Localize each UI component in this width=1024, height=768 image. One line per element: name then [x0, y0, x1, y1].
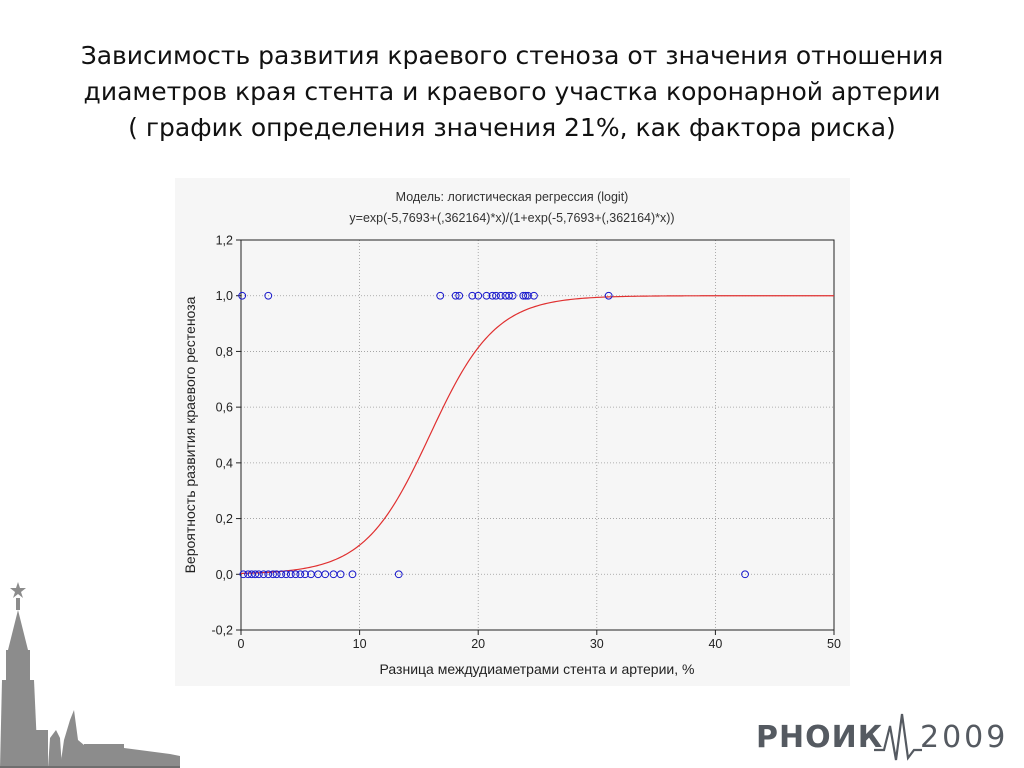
chart-title: Модель: логистическая регрессия (logit): [396, 190, 629, 204]
data-point: [530, 291, 538, 300]
x-tick-label: 0: [238, 637, 245, 651]
rnoik-logo: РНОИК 2009: [752, 706, 1012, 766]
data-point: [604, 291, 613, 300]
logo-year: 2009: [920, 720, 1009, 755]
y-tick-label: 0,2: [216, 512, 233, 526]
data-point: [436, 291, 445, 300]
data-point: [451, 291, 460, 300]
logit-curve-group: [240, 295, 834, 575]
axis-ticks: 0 10 20 30 40 50 -0,2 0,0 0,2 0,4 0,6 0,8 1,0 1,2: [211, 234, 841, 652]
logistic-regression-chart: Модель: логистическая регрессия (logit) …: [182, 190, 841, 677]
data-point: [455, 291, 464, 300]
x-tick-label: 30: [590, 637, 604, 651]
chart-formula: y=exp(-5,7693+(,362164)*x)/(1+exp(-5,769…: [349, 211, 674, 225]
data-point: [272, 570, 281, 579]
data-point: [521, 291, 530, 300]
data-point: [482, 291, 491, 300]
x-tick-label: 20: [471, 637, 485, 651]
y-tick-label: 0,6: [216, 401, 233, 415]
y-tick-label: 0,0: [216, 568, 233, 582]
slide-title: Зависимость развития краевого стеноза от…: [40, 38, 984, 146]
pulse-icon: [874, 713, 922, 761]
title-line-3: ( график определения значения 21%, как ф…: [128, 113, 896, 142]
data-point: [251, 570, 260, 579]
kremlin-tower-decoration: [0, 582, 180, 768]
logit-curve: [240, 295, 834, 575]
data-point: [296, 570, 305, 579]
x-tick-label: 50: [827, 637, 841, 651]
data-point: [524, 291, 532, 300]
data-point: [291, 570, 300, 579]
data-point: [488, 291, 497, 300]
grid: [241, 240, 834, 630]
data-point: [321, 570, 330, 579]
title-line-1: Зависимость развития краевого стеноза от…: [80, 41, 944, 70]
data-points: [238, 291, 749, 579]
y-tick-label: 1,2: [216, 234, 233, 248]
data-point: [277, 570, 286, 579]
data-point: [505, 291, 513, 300]
data-point: [282, 570, 290, 579]
data-point: [239, 570, 248, 579]
data-point: [314, 570, 322, 579]
data-point: [301, 570, 309, 579]
x-axis-label: Разница междудиаметрами стента и артерии…: [380, 661, 695, 677]
data-point: [508, 291, 517, 300]
data-point: [474, 291, 483, 300]
logo-name: РНОИК: [756, 720, 884, 755]
x-tick-label: 10: [353, 637, 367, 651]
data-point: [254, 570, 263, 579]
data-point: [519, 291, 528, 300]
y-tick-label: -0,2: [211, 624, 233, 638]
data-point: [394, 570, 403, 579]
y-tick-label: 0,8: [216, 345, 233, 359]
data-point: [264, 291, 273, 300]
data-point: [336, 570, 345, 579]
data-point: [259, 570, 268, 579]
data-point: [238, 291, 247, 300]
data-point: [741, 570, 749, 579]
data-point: [496, 291, 505, 300]
data-point: [492, 291, 500, 300]
data-point: [264, 570, 273, 579]
plot-frame: [240, 239, 835, 631]
title-line-2: диаметров края стента и краевого участка…: [83, 77, 941, 106]
x-tick-label: 40: [708, 637, 722, 651]
chart-panel: Модель: логистическая регрессия (logit) …: [175, 178, 850, 686]
data-point: [269, 570, 277, 579]
y-tick-label: 0,4: [216, 456, 233, 470]
data-point: [468, 291, 477, 300]
data-point: [286, 570, 295, 579]
y-tick-label: 1,0: [216, 289, 233, 303]
y-axis-label: Вероятность развития краевого рестеноза: [182, 296, 198, 573]
data-point: [348, 570, 357, 579]
